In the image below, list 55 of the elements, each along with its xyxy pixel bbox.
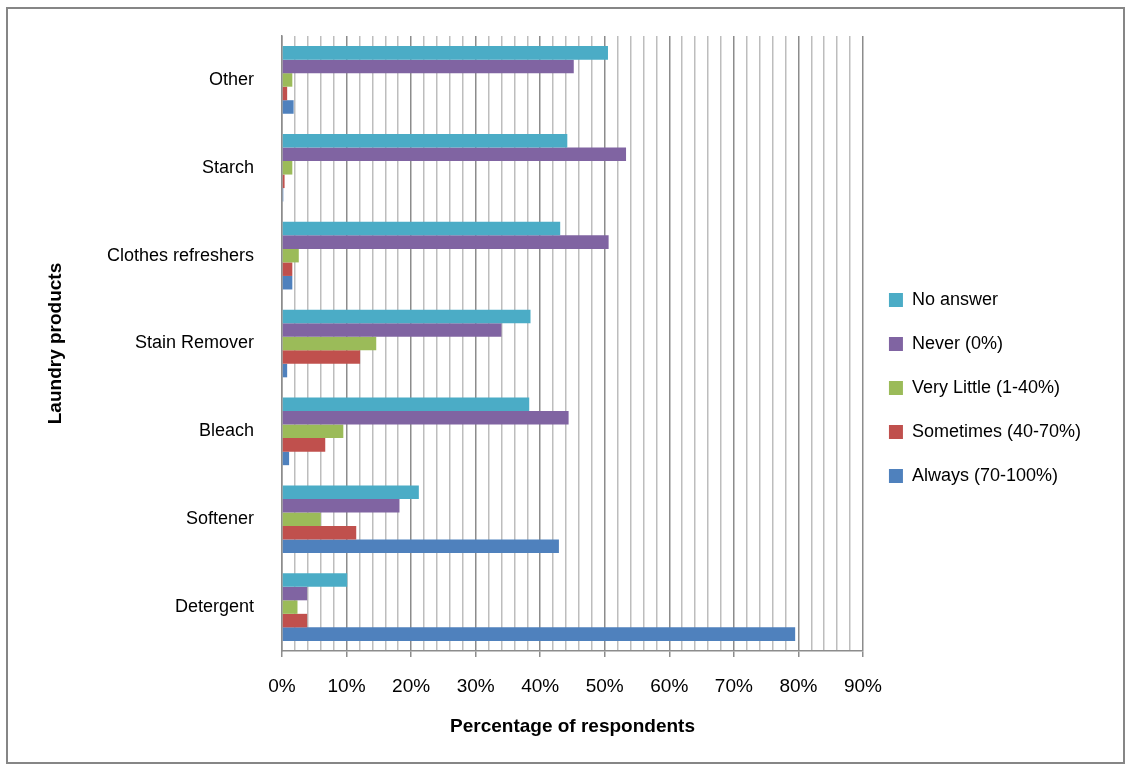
bar [282,147,627,162]
bar [282,221,561,236]
bar [282,613,308,628]
bar [282,397,530,412]
bar [282,485,419,499]
bar [282,573,348,587]
x-tick-label: 70% [714,674,753,696]
y-tick-label: Other [208,68,254,89]
legend-label: Very Little (1-40%) [911,376,1060,397]
bar [282,600,298,614]
x-tick-label: 10% [327,674,366,696]
bar [282,586,308,601]
bar [282,323,502,337]
y-tick-label: Softener [185,508,254,529]
bar [282,262,293,276]
bar [282,46,608,60]
x-tick-label: 20% [392,674,431,696]
x-tick-label: 60% [650,674,689,696]
y-tick-label: Stain Remover [134,332,254,353]
bar [282,512,321,526]
legend-label: Never (0%) [911,332,1003,353]
bar [282,336,377,351]
bar [282,498,400,513]
bar [282,350,361,364]
legend-label: Sometimes (40-70%) [911,420,1081,441]
bar [282,248,299,263]
x-tick-label: 0% [268,674,296,696]
bar [282,424,344,439]
x-tick-label: 80% [779,674,818,696]
x-tick-label: 50% [585,674,624,696]
bar [282,627,796,641]
x-tick-label: 40% [521,674,560,696]
x-tick-label: 90% [843,674,883,696]
y-tick-label: Detergent [174,596,254,617]
bar [282,275,293,290]
y-axis-title: Laundry products [43,262,65,425]
bar [282,73,293,87]
bar [282,411,569,425]
bar [282,100,294,114]
bar [282,59,574,74]
y-tick-label: Starch [201,156,254,177]
y-tick-label: Bleach [198,420,254,441]
bar [282,451,290,466]
legend-label: Always (70-100%) [911,464,1058,485]
bar [282,309,531,324]
bar [282,133,568,148]
bar [282,438,326,452]
bar [282,235,609,249]
bar [282,161,293,175]
x-axis-title: Percentage of respondents [449,714,695,736]
bar [282,525,357,540]
y-tick-label: Clothes refreshers [106,244,254,265]
x-tick-label: 30% [456,674,495,696]
bar [282,539,559,554]
legend-label: No answer [911,288,998,309]
